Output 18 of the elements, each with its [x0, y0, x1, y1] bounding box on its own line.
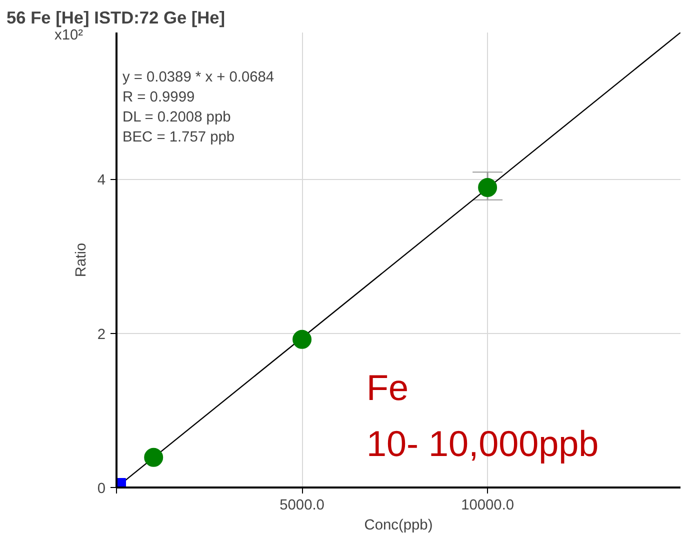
annotation: 10- 10,000ppb [366, 423, 599, 464]
annotation: Fe [366, 367, 409, 408]
annotation: DL = 0.2008 ppb [122, 110, 231, 126]
annotation: y = 0.0389 * x + 0.0684 [122, 70, 274, 86]
y-axis-title: Ratio [73, 242, 90, 278]
point [144, 448, 164, 467]
point [478, 178, 498, 197]
annotation: BEC = 1.757 ppb [122, 130, 235, 146]
x-tick-label: 5000.0 [280, 498, 324, 514]
y-tick-label: 2 [97, 326, 106, 343]
y-tick-label: 0 [97, 481, 106, 497]
point [292, 330, 312, 349]
annotation: R = 0.9999 [122, 90, 195, 106]
y-tick-label: 4 [97, 172, 106, 189]
x-tick-label: 10000.0 [461, 498, 514, 514]
x-axis-title: Conc(ppb) [364, 518, 433, 534]
text: x10² [54, 28, 84, 44]
chart-title: 56 Fe [He] ISTD:72 Ge [He] [6, 8, 226, 28]
